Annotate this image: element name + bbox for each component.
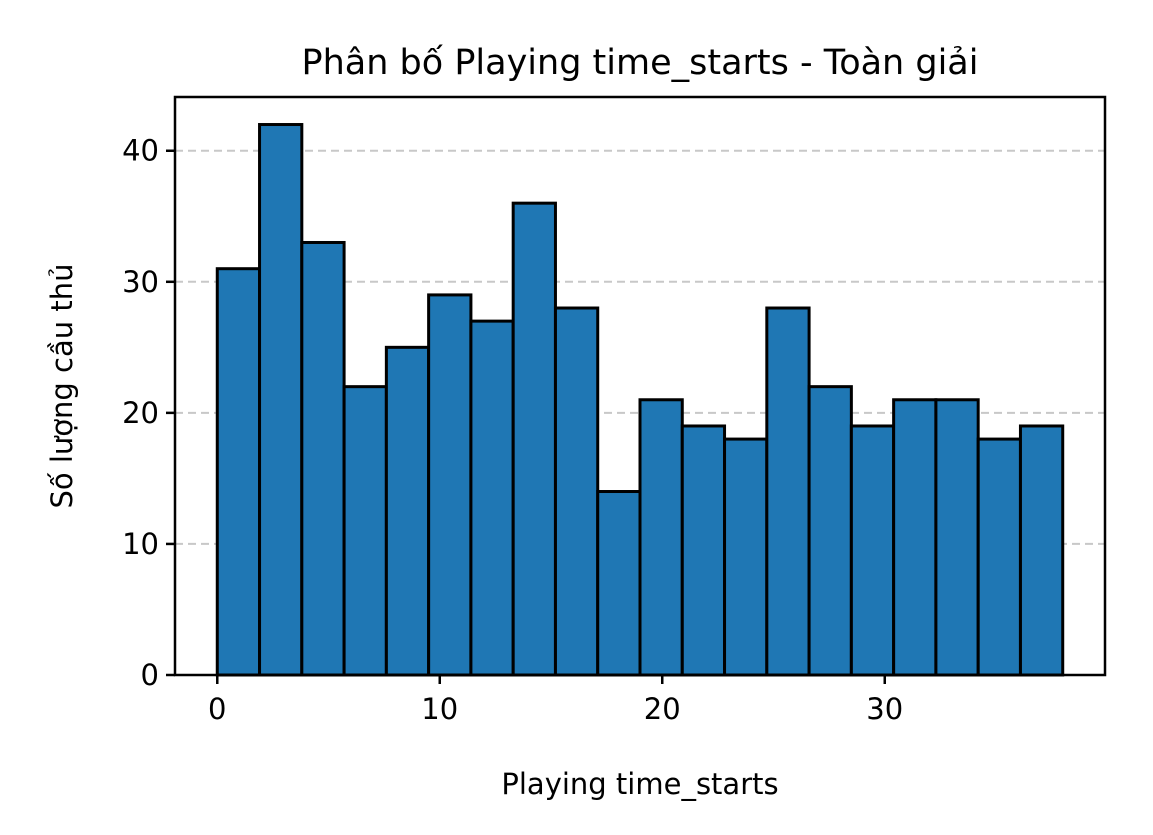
histogram-bar — [384, 345, 431, 677]
ticks-layer: 0 10 20 30 0 10 20 30 40 — [122, 134, 903, 726]
histogram-bar — [511, 201, 557, 677]
x-tick-label: 30 — [866, 692, 903, 726]
histogram-bar — [553, 306, 600, 677]
histogram-bar — [342, 385, 388, 677]
histogram-bar — [596, 490, 642, 677]
y-tick-label: 40 — [122, 134, 159, 168]
histogram-bar — [765, 306, 811, 677]
histogram-bar — [469, 319, 515, 677]
y-tick-label: 20 — [122, 396, 159, 430]
x-tick-label: 20 — [644, 692, 681, 726]
histogram-bar — [215, 267, 262, 677]
bars-layer — [215, 123, 1065, 677]
histogram-bar — [807, 385, 853, 677]
x-axis-label: Playing time_starts — [501, 767, 778, 801]
y-tick-label: 30 — [122, 265, 159, 299]
histogram-bar — [680, 424, 727, 677]
y-tick-label: 0 — [141, 658, 159, 692]
histogram-bar — [1018, 424, 1065, 677]
x-tick-label: 10 — [421, 692, 458, 726]
histogram-bar — [976, 437, 1022, 677]
histogram-bar — [258, 123, 304, 677]
histogram-bar — [934, 398, 980, 677]
histogram-bar — [638, 398, 684, 677]
histogram-bar — [892, 398, 938, 677]
y-tick-label: 10 — [122, 527, 159, 561]
x-tick-label: 0 — [208, 692, 226, 726]
plot-frame — [173, 95, 1107, 677]
chart-title: Phân bố Playing time_starts - Toàn giải — [302, 43, 979, 83]
histogram-bar — [723, 437, 769, 677]
histogram-bar — [300, 240, 346, 677]
histogram-bar — [849, 424, 896, 677]
y-axis-label: Số lượng cầu thủ — [45, 264, 79, 509]
histogram-bar — [427, 293, 473, 677]
